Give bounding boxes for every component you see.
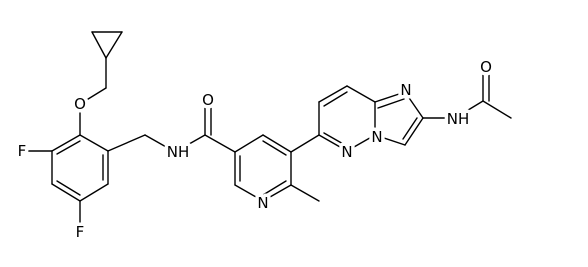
atom-label: F <box>76 223 85 241</box>
bond <box>323 132 346 146</box>
atom-labels: O F F O NH N N N N NH O <box>14 55 495 245</box>
bond <box>290 134 320 153</box>
bond <box>318 85 348 103</box>
bond <box>56 140 81 155</box>
bond <box>482 100 512 119</box>
atom-label: N <box>257 194 268 212</box>
bond <box>346 134 376 152</box>
bond <box>144 134 176 153</box>
atom-label: NH <box>447 110 470 128</box>
bond <box>454 100 484 119</box>
atom-label: N <box>400 81 411 99</box>
bond <box>323 91 348 107</box>
bond <box>204 134 236 153</box>
atom-label: O <box>480 58 492 76</box>
bond <box>404 117 424 146</box>
bond <box>262 184 292 202</box>
bond <box>318 134 348 152</box>
bond <box>105 31 123 59</box>
bond <box>56 180 81 196</box>
bond <box>290 184 320 202</box>
atom-label: O <box>202 91 214 109</box>
bond <box>51 183 81 202</box>
bond <box>262 134 292 153</box>
atom-label: N <box>341 143 352 161</box>
bond <box>79 134 109 152</box>
atom-label: F <box>18 142 27 160</box>
bond <box>374 134 406 146</box>
bond <box>174 134 206 153</box>
bond <box>234 184 264 202</box>
bond <box>91 31 107 59</box>
atom-label: NH <box>167 143 190 161</box>
bonds <box>23 31 512 231</box>
bond <box>262 180 287 196</box>
atom-label: O <box>74 95 86 113</box>
bond <box>79 87 107 105</box>
bond <box>262 140 287 156</box>
bond <box>346 85 376 103</box>
bond <box>234 134 264 153</box>
bond <box>377 98 405 109</box>
bond <box>374 91 406 103</box>
bond <box>51 134 81 152</box>
atom-label: N <box>371 128 382 146</box>
bond <box>79 183 109 202</box>
bond <box>107 134 146 152</box>
bond <box>402 117 418 140</box>
bond <box>404 91 424 119</box>
